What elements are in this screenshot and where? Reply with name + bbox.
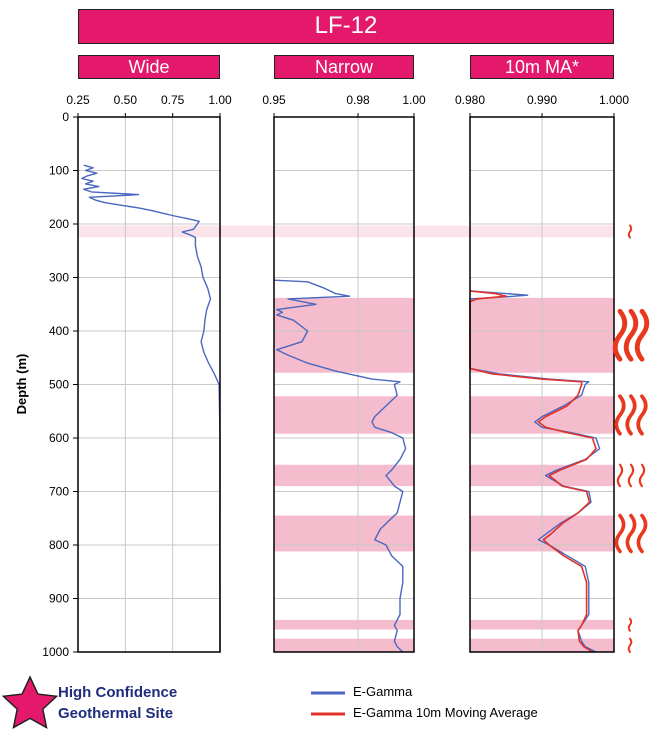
y-tick-label: 1000 bbox=[42, 645, 69, 659]
y-tick-label: 400 bbox=[49, 324, 69, 338]
depth-zone bbox=[274, 396, 414, 434]
panel-title-wide: Wide bbox=[78, 55, 220, 79]
y-tick-label: 600 bbox=[49, 431, 69, 445]
x-tick-label: 1.00 bbox=[208, 93, 232, 107]
chart-title: LF-12 bbox=[78, 9, 614, 44]
flame-icon bbox=[614, 394, 648, 436]
x-tick-label: 0.95 bbox=[262, 93, 286, 107]
y-tick-label: 800 bbox=[49, 538, 69, 552]
flame-icon bbox=[614, 513, 648, 554]
series-e-gamma bbox=[273, 279, 407, 653]
x-tick-label: 1.000 bbox=[599, 93, 629, 107]
legend bbox=[311, 691, 345, 716]
x-tick-label: 1.00 bbox=[402, 93, 426, 107]
depth-zone-gap bbox=[414, 225, 470, 238]
depth-zone bbox=[78, 225, 220, 238]
x-tick-label: 0.990 bbox=[527, 93, 557, 107]
x-tick-label: 0.98 bbox=[346, 93, 370, 107]
y-tick-label: 100 bbox=[49, 164, 69, 178]
legend-ma-label: E-Gamma 10m Moving Average bbox=[353, 705, 538, 720]
y-tick-label: 900 bbox=[49, 592, 69, 606]
high-confidence-line2: Geothermal Site bbox=[58, 705, 174, 722]
flame-icon bbox=[627, 617, 633, 632]
x-tick-label: 0.25 bbox=[66, 93, 90, 107]
depth-zone bbox=[274, 297, 414, 373]
series-e-gamma bbox=[81, 164, 221, 653]
flame-icon bbox=[612, 308, 650, 362]
y-tick-label: 0 bbox=[62, 110, 69, 124]
y-tick-label: 500 bbox=[49, 378, 69, 392]
y-axis-label: Depth (m) bbox=[14, 354, 29, 415]
depth-zone bbox=[274, 619, 414, 630]
x-tick-label: 0.980 bbox=[455, 93, 485, 107]
depth-zone bbox=[274, 225, 414, 238]
panel-title-moving-average: 10m MA* bbox=[470, 55, 614, 79]
x-tick-label: 0.50 bbox=[114, 93, 138, 107]
series-moving-average bbox=[469, 290, 597, 653]
flame-icon bbox=[627, 224, 633, 239]
depth-zone bbox=[274, 515, 414, 552]
depth-zone-gap bbox=[220, 225, 274, 238]
depth-zone bbox=[274, 638, 414, 652]
depth-zone bbox=[274, 464, 414, 487]
panel-title-narrow: Narrow bbox=[274, 55, 414, 79]
legend-gamma-label: E-Gamma bbox=[353, 684, 413, 699]
panel-frame bbox=[273, 116, 415, 653]
flame-icon bbox=[616, 463, 646, 488]
y-tick-label: 300 bbox=[49, 271, 69, 285]
y-tick-label: 200 bbox=[49, 217, 69, 231]
high-confidence-line1: High Confidence bbox=[58, 684, 178, 701]
x-tick-label: 0.75 bbox=[161, 93, 185, 107]
star-icon bbox=[1, 675, 59, 729]
high-confidence-label: High Confidence Geothermal Site bbox=[58, 682, 208, 724]
y-tick-label: 700 bbox=[49, 485, 69, 499]
flame-icon bbox=[627, 637, 633, 653]
